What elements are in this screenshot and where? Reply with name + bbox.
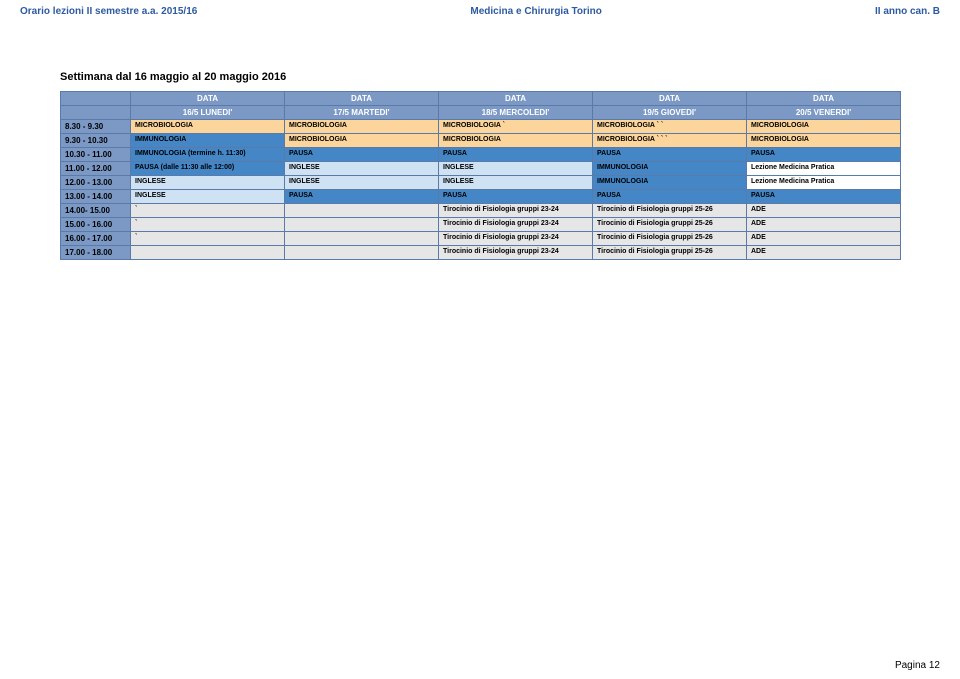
schedule-cell: INGLESE [285,162,439,176]
schedule-cell: Lezione Medicina Pratica [747,162,901,176]
day-2: 17/5 MARTEDI' [285,106,439,120]
schedule-cell: INGLESE [131,176,285,190]
day-4: 19/5 GIOVEDI' [593,106,747,120]
schedule-cell [285,246,439,260]
schedule-cell: Tirocinio di Fisiologia gruppi 23-24 [439,218,593,232]
header-right: II anno can. B [875,6,940,17]
schedule-cell: PAUSA [439,148,593,162]
schedule-cell: IMMUNOLOGIA (termine h. 11:30) [131,148,285,162]
table-row: 8.30 - 9.30MICROBIOLOGIAMICROBIOLOGIAMIC… [61,120,901,134]
time-cell: 13.00 - 14.00 [61,190,131,204]
schedule-cell: PAUSA [285,190,439,204]
table-row: 12.00 - 13.00INGLESEINGLESEINGLESEIMMUNO… [61,176,901,190]
schedule-cell: ADE [747,204,901,218]
schedule-cell: MICROBIOLOGIA [131,120,285,134]
header-center: Medicina e Chirurgia Torino [470,6,602,17]
time-cell: 8.30 - 9.30 [61,120,131,134]
schedule-cell: PAUSA [747,148,901,162]
schedule-cell: ADE [747,246,901,260]
table-body: 8.30 - 9.30MICROBIOLOGIAMICROBIOLOGIAMIC… [61,120,901,260]
header-row-data: DATA DATA DATA DATA DATA [61,92,901,106]
schedule-cell: Tirocinio di Fisiologia gruppi 25-26 [593,232,747,246]
data-h4: DATA [593,92,747,106]
time-cell: 9.30 - 10.30 [61,134,131,148]
data-h2: DATA [285,92,439,106]
schedule-cell: MICROBIOLOGIA ` ` [593,120,747,134]
time-cell: 15.00 - 16.00 [61,218,131,232]
schedule-cell: PAUSA [439,190,593,204]
schedule-cell: INGLESE [131,190,285,204]
time-cell: 11.00 - 12.00 [61,162,131,176]
schedule-cell: ADE [747,232,901,246]
table-row: 13.00 - 14.00INGLESEPAUSAPAUSAPAUSAPAUSA [61,190,901,204]
schedule-cell: IMMUNOLOGIA [593,176,747,190]
schedule-cell: Tirocinio di Fisiologia gruppi 25-26 [593,218,747,232]
blank-header [61,92,131,106]
schedule-cell: PAUSA [593,190,747,204]
table-row: 11.00 - 12.00PAUSA (dalle 11:30 alle 12:… [61,162,901,176]
schedule-cell: IMMUNOLOGIA [593,162,747,176]
week-title: Settimana dal 16 maggio al 20 maggio 201… [60,71,920,83]
time-cell: 14.00- 15.00 [61,204,131,218]
table-row: 15.00 - 16.00` Tirocinio di Fisiologia gr… [61,218,901,232]
schedule-cell [285,218,439,232]
table-row: 14.00- 15.00` Tirocinio di Fisiologia gru… [61,204,901,218]
schedule-cell: MICROBIOLOGIA [747,134,901,148]
day-5: 20/5 VENERDI' [747,106,901,120]
day-3: 18/5 MERCOLEDI' [439,106,593,120]
schedule-cell: MICROBIOLOGIA ` [439,120,593,134]
schedule-cell: MICROBIOLOGIA [747,120,901,134]
schedule-table: DATA DATA DATA DATA DATA 16/5 LUNEDI' 17… [60,91,901,260]
header-row-days: 16/5 LUNEDI' 17/5 MARTEDI' 18/5 MERCOLED… [61,106,901,120]
time-cell: 16.00 - 17.00 [61,232,131,246]
schedule-cell: Lezione Medicina Pratica [747,176,901,190]
time-cell: 17.00 - 18.00 [61,246,131,260]
table-row: 16.00 - 17.00` Tirocinio di Fisiologia gr… [61,232,901,246]
blank-header2 [61,106,131,120]
schedule-cell: INGLESE [439,176,593,190]
schedule-cell [131,246,285,260]
time-cell: 12.00 - 13.00 [61,176,131,190]
table-row: 10.30 - 11.00IMMUNOLOGIA (termine h. 11:… [61,148,901,162]
page-header: Orario lezioni II semestre a.a. 2015/16 … [0,0,960,21]
schedule-cell: IMMUNOLOGIA [131,134,285,148]
schedule-cell: PAUSA [593,148,747,162]
schedule-cell: MICROBIOLOGIA [285,120,439,134]
day-1: 16/5 LUNEDI' [131,106,285,120]
page-footer: Pagina 12 [895,660,940,671]
time-cell: 10.30 - 11.00 [61,148,131,162]
content: Settimana dal 16 maggio al 20 maggio 201… [0,21,960,260]
schedule-cell: ` [131,218,285,232]
table-row: 9.30 - 10.30IMMUNOLOGIAMICROBIOLOGIAMICR… [61,134,901,148]
data-h1: DATA [131,92,285,106]
schedule-cell: MICROBIOLOGIA [439,134,593,148]
schedule-cell: Tirocinio di Fisiologia gruppi 23-24 [439,232,593,246]
schedule-cell: ` [131,204,285,218]
schedule-cell: ADE [747,218,901,232]
schedule-cell: Tirocinio di Fisiologia gruppi 23-24 [439,204,593,218]
schedule-cell: INGLESE [439,162,593,176]
schedule-cell: PAUSA (dalle 11:30 alle 12:00) [131,162,285,176]
table-row: 17.00 - 18.00 Tirocinio di Fisiologia gru… [61,246,901,260]
schedule-cell [285,232,439,246]
schedule-cell: Tirocinio di Fisiologia gruppi 25-26 [593,246,747,260]
schedule-cell: Tirocinio di Fisiologia gruppi 25-26 [593,204,747,218]
data-h3: DATA [439,92,593,106]
schedule-cell: ` [131,232,285,246]
schedule-cell: PAUSA [747,190,901,204]
schedule-cell: MICROBIOLOGIA ` ` ` [593,134,747,148]
schedule-cell [285,204,439,218]
data-h5: DATA [747,92,901,106]
header-left: Orario lezioni II semestre a.a. 2015/16 [20,6,197,17]
schedule-cell: MICROBIOLOGIA [285,134,439,148]
schedule-cell: Tirocinio di Fisiologia gruppi 23-24 [439,246,593,260]
schedule-cell: INGLESE [285,176,439,190]
schedule-cell: PAUSA [285,148,439,162]
